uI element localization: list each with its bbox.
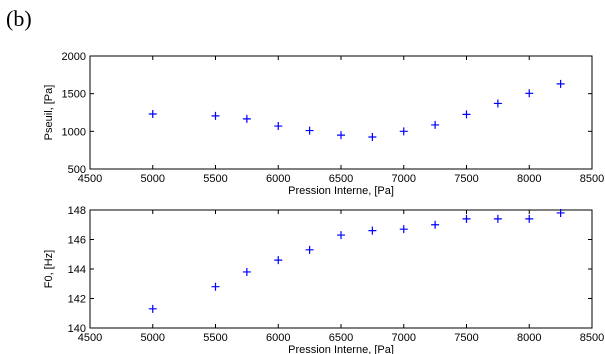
chart-1-data-point <box>305 126 314 135</box>
chart-2-data-point <box>368 226 377 235</box>
chart-1-x-tick-label: 4500 <box>78 173 102 185</box>
chart-2-y-tick-label: 146 <box>68 235 86 247</box>
chart-2-x-tick-label: 8500 <box>580 332 604 344</box>
chart-1-y-axis-label: Pseuil, [Pa] <box>43 85 55 141</box>
chart-1-data-point <box>337 131 345 140</box>
chart-1-data-point <box>462 110 471 119</box>
chart-1-plot-area <box>89 55 593 170</box>
chart-2-y-tick-label: 144 <box>68 264 86 276</box>
chart-1-x-axis-label: Pression Interne, [Pa] <box>288 185 394 197</box>
chart-2-data-point <box>431 220 440 229</box>
chart-1-data-point <box>399 127 408 136</box>
chart-1-y-tick-label: 1500 <box>62 89 86 101</box>
chart-2-y-axis-label: F0, [Hz] <box>43 250 55 289</box>
chart-2-y-tick-label: 148 <box>68 205 86 217</box>
chart-1-x-tick-label: 6000 <box>266 173 290 185</box>
chart-2-x-tick-label: 5000 <box>141 332 165 344</box>
chart-1-data-point <box>148 110 157 119</box>
chart-2-data-point <box>493 214 502 223</box>
chart-1-data-point <box>493 99 502 108</box>
chart-2-x-tick-label: 5500 <box>203 332 227 344</box>
chart-2-x-tick-label: 6000 <box>266 332 290 344</box>
chart-1-data-point <box>556 79 565 88</box>
chart-1-data-point <box>242 114 251 123</box>
chart-1-x-tick-label: 5500 <box>203 173 227 185</box>
chart-1-x-tick-label: 7500 <box>454 173 478 185</box>
chart-2-data-point <box>211 282 220 291</box>
chart-1-data-point <box>211 111 220 120</box>
chart-1-data-point <box>431 120 440 129</box>
chart-2-data-point <box>305 245 314 254</box>
chart-2-data-point <box>242 267 251 276</box>
chart-1-data-point <box>368 132 377 141</box>
chart-1-y-tick-label: 500 <box>68 164 86 176</box>
chart-2-data-point <box>525 214 534 223</box>
chart-1-x-tick-label: 7000 <box>392 173 416 185</box>
chart-1-y-tick-label: 2000 <box>62 51 86 63</box>
chart-2-x-tick-label: 7500 <box>454 332 478 344</box>
chart-1-x-tick-label: 6500 <box>329 173 353 185</box>
chart-2-y-tick-label: 142 <box>68 294 86 306</box>
chart-1-x-tick-label: 5000 <box>141 173 165 185</box>
chart-2-group: 4500 5000 5500 6000 6500 7000 7500 8000 8500 140 1… <box>43 205 604 354</box>
chart-1-group: 4500 5000 5500 6000 6500 7000 7500 8000 8500 500 1… <box>43 51 604 197</box>
chart-2-data-point <box>462 214 471 223</box>
chart-1-data-point <box>274 122 283 131</box>
chart-1-data-point <box>525 89 534 98</box>
chart-2-plot-area <box>89 209 593 329</box>
chart-2-data-point <box>399 225 408 234</box>
chart-2-data-point <box>148 304 157 313</box>
chart-2-x-tick-label: 6500 <box>329 332 353 344</box>
chart-1-y-tick-label: 1000 <box>62 126 86 138</box>
chart-2-x-tick-label: 8000 <box>517 332 541 344</box>
panel-label: (b) <box>6 6 32 31</box>
chart-2-x-tick-label: 7000 <box>392 332 416 344</box>
chart-2-data-point <box>274 256 283 265</box>
chart-1-x-tick-label: 8000 <box>517 173 541 185</box>
chart-1-x-tick-label: 8500 <box>580 173 604 185</box>
chart-2-x-axis-label: Pression Interne, [Pa] <box>288 344 394 354</box>
chart-2-data-point <box>337 231 345 240</box>
chart-2-x-tick-label: 4500 <box>78 332 102 344</box>
chart-2-y-tick-label: 140 <box>68 323 86 335</box>
chart-2-data-point <box>556 208 565 217</box>
